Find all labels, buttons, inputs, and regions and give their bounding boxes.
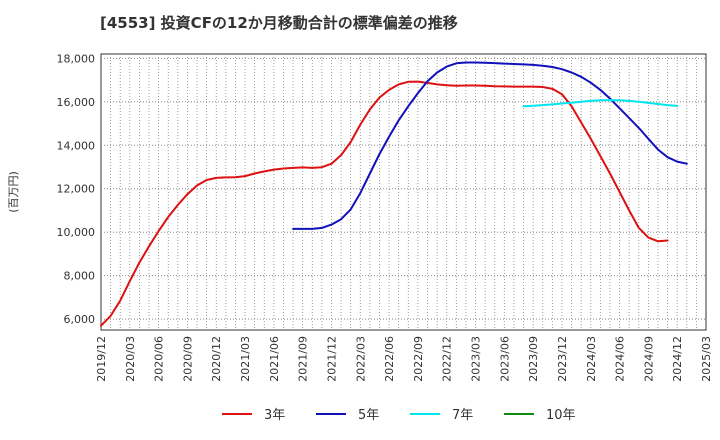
x-tick-label: 2024/03 bbox=[585, 336, 598, 382]
y-axis-label: (百万円) bbox=[7, 171, 20, 213]
y-tick-label: 10,000 bbox=[57, 226, 96, 239]
legend-label: 10年 bbox=[546, 408, 576, 423]
x-tick-label: 2023/06 bbox=[498, 336, 511, 382]
y-tick-label: 8,000 bbox=[64, 270, 96, 283]
x-tick-label: 2020/09 bbox=[181, 336, 194, 382]
x-tick-label: 2021/12 bbox=[325, 336, 338, 382]
x-tick-label: 2023/03 bbox=[470, 336, 483, 382]
x-tick-label: 2020/12 bbox=[210, 336, 223, 382]
x-tick-label: 2025/03 bbox=[700, 336, 713, 382]
x-tick-label: 2021/03 bbox=[239, 336, 252, 382]
y-tick-label: 16,000 bbox=[57, 96, 96, 109]
legend: 3年 5年 7年 10年 bbox=[222, 408, 576, 423]
x-tick-label: 2022/09 bbox=[412, 336, 425, 382]
legend-label: 7年 bbox=[452, 408, 473, 423]
x-tick-label: 2022/03 bbox=[354, 336, 367, 382]
series-line bbox=[100, 80, 669, 327]
x-tick-label: 2022/12 bbox=[441, 336, 454, 382]
y-tick-label: 18,000 bbox=[57, 52, 96, 65]
x-tick-label: 2024/12 bbox=[671, 336, 684, 382]
x-tick-label: 2019/12 bbox=[95, 336, 108, 382]
legend-label: 3年 bbox=[264, 408, 285, 423]
legend-label: 5年 bbox=[358, 408, 379, 423]
x-tick-label: 2020/06 bbox=[153, 336, 166, 382]
x-tick-label: 2022/06 bbox=[383, 336, 396, 382]
x-tick-label: 2024/09 bbox=[642, 336, 655, 382]
x-tick-label: 2021/09 bbox=[297, 336, 310, 382]
x-axis-ticks: 2019/12 2020/03 2020/06 2020/09 2020/12 2021/… bbox=[95, 336, 713, 382]
y-axis-ticks: 6,000 8,000 10,000 12,000 14,000 16,000 18,000 bbox=[57, 52, 96, 326]
x-tick-label: 2023/12 bbox=[556, 336, 569, 382]
chart-title: [4553] 投資CFの12か月移動合計の標準偏差の推移 bbox=[100, 14, 458, 32]
y-tick-label: 12,000 bbox=[57, 183, 96, 196]
plot-area bbox=[100, 53, 707, 331]
series-line bbox=[522, 99, 679, 108]
y-tick-label: 6,000 bbox=[64, 313, 96, 326]
y-tick-label: 14,000 bbox=[57, 139, 96, 152]
x-tick-label: 2021/06 bbox=[268, 336, 281, 382]
x-tick-label: 2023/09 bbox=[527, 336, 540, 382]
series-lines bbox=[100, 61, 688, 327]
x-tick-label: 2024/06 bbox=[614, 336, 627, 382]
x-tick-label: 2020/03 bbox=[124, 336, 137, 382]
series-line bbox=[292, 61, 688, 230]
